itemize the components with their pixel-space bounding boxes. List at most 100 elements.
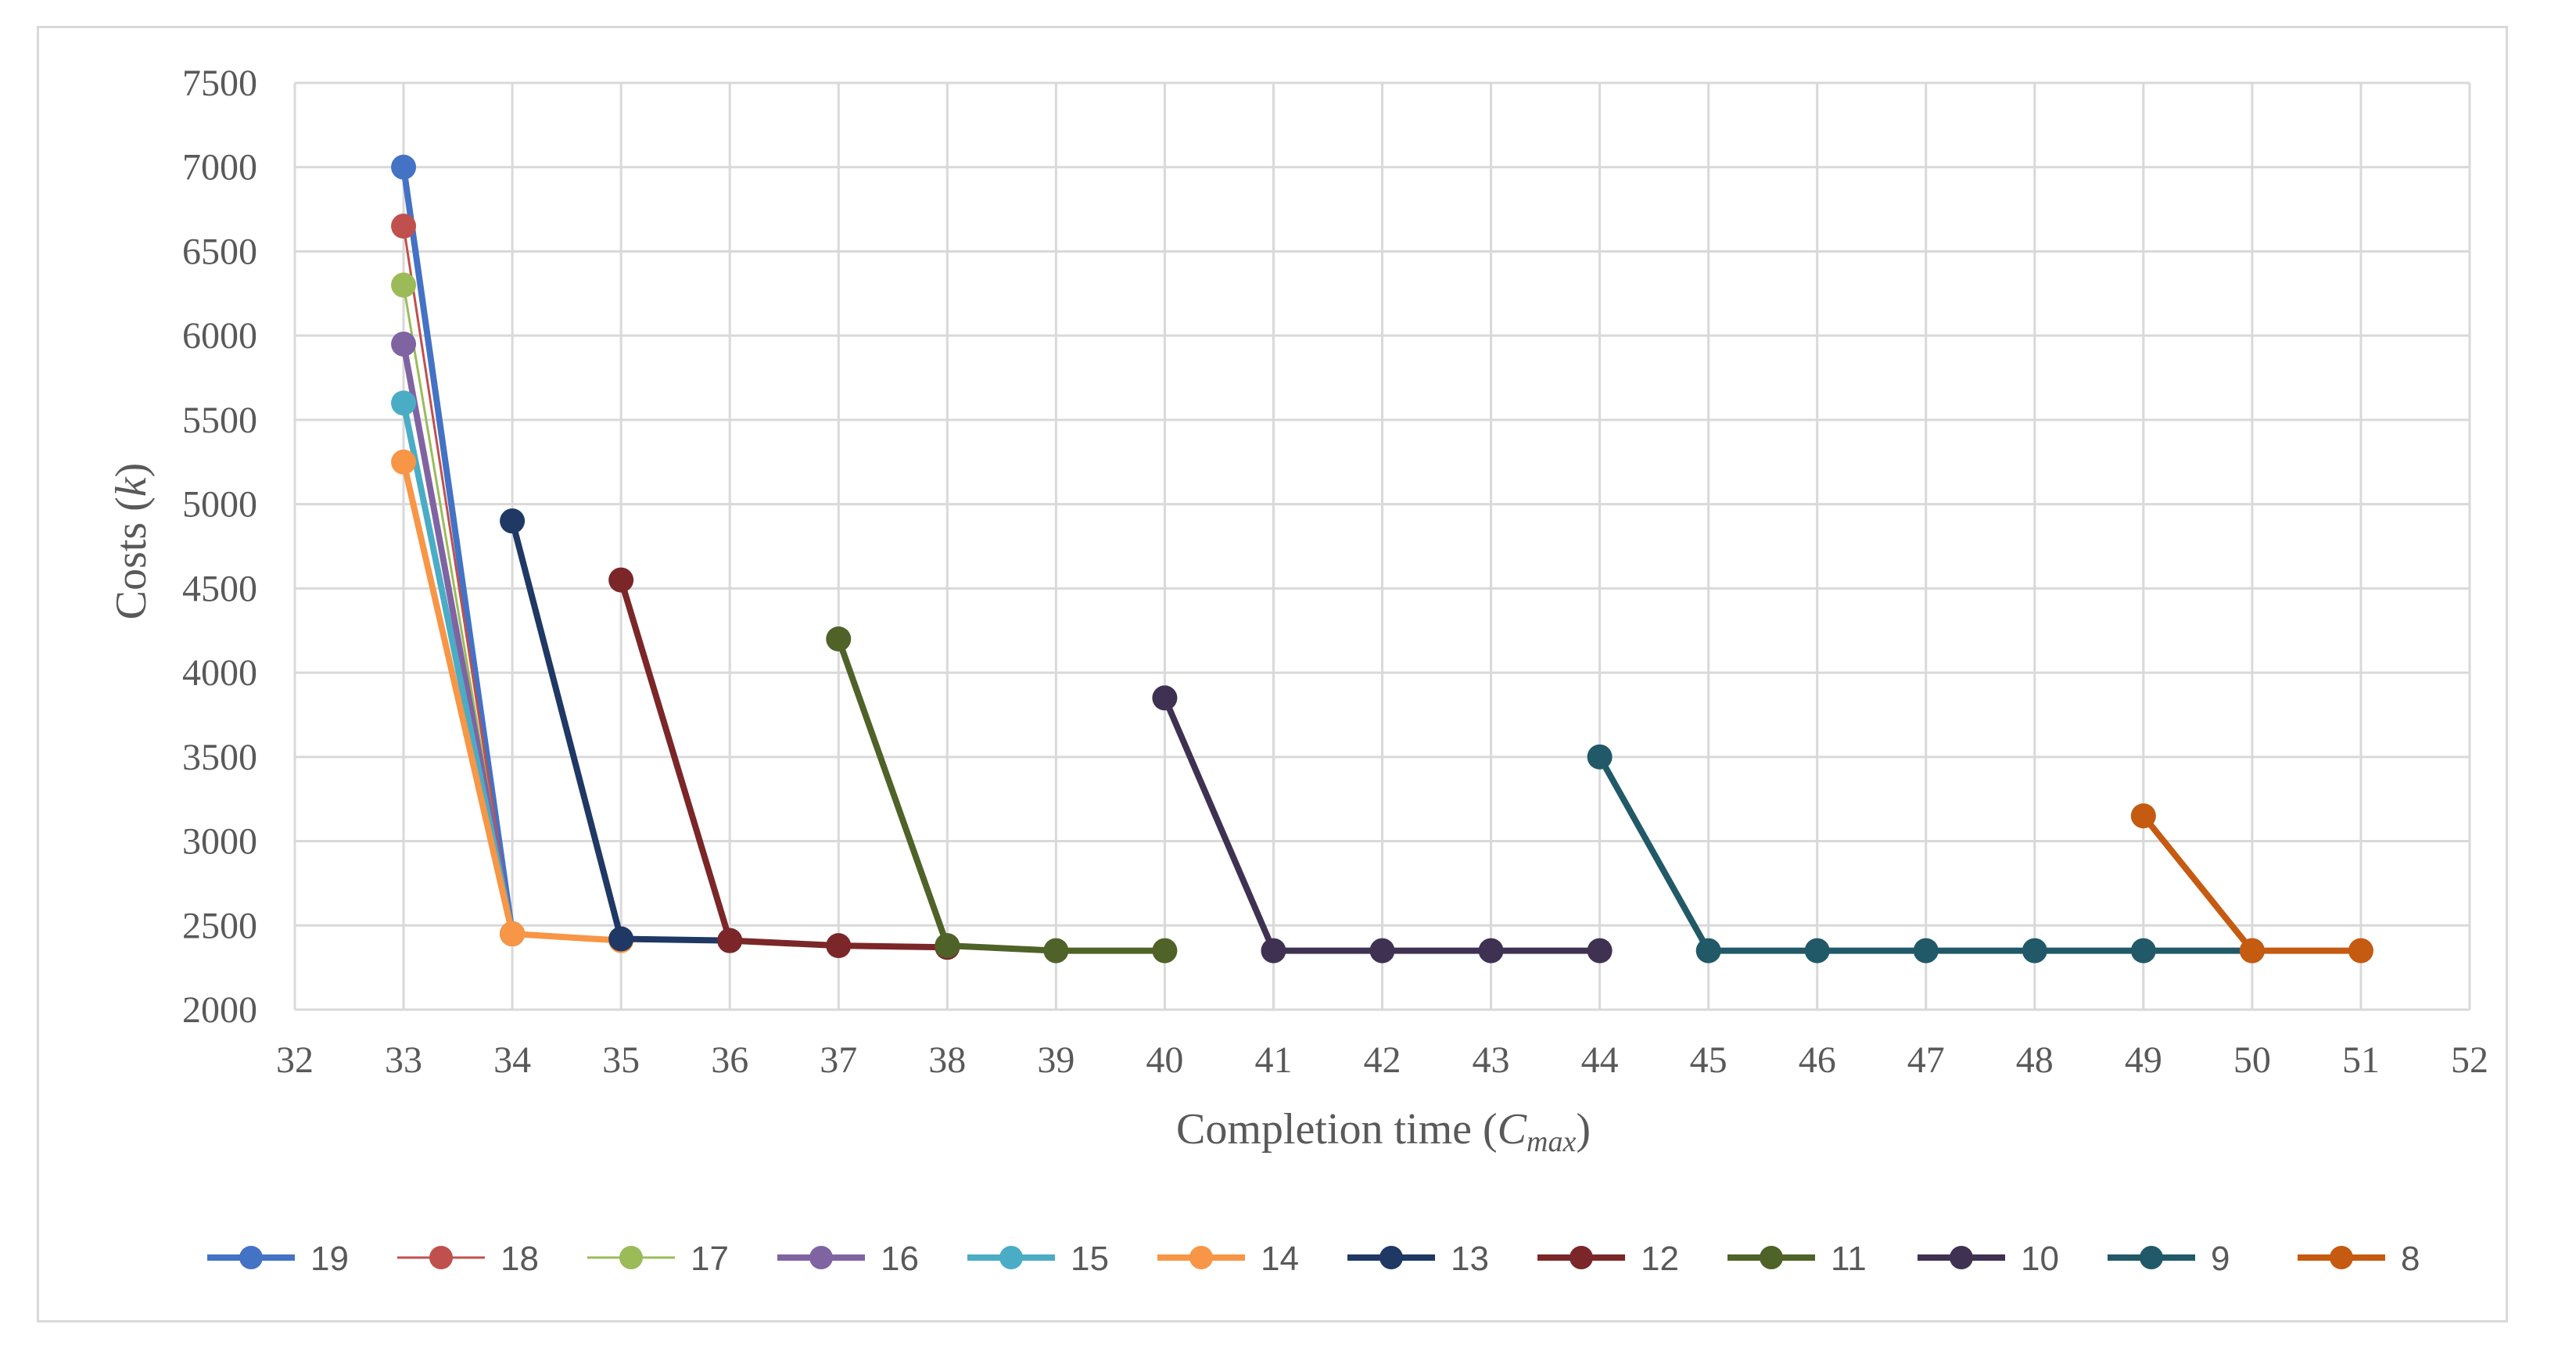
y-axis-title: Costs (k) (107, 463, 156, 620)
series-8 (2130, 803, 2373, 964)
x-tick-label: 40 (1146, 1039, 1183, 1081)
legend-marker (619, 1246, 643, 1269)
legend-label: 18 (500, 1240, 539, 1278)
legend-marker (1379, 1246, 1403, 1269)
data-point (1043, 938, 1069, 964)
series-line (618, 576, 951, 951)
legend-item-9: 9 (2108, 1240, 2230, 1278)
data-point (2239, 938, 2265, 964)
gridlines (293, 81, 2471, 1011)
y-tick-label: 3000 (182, 821, 257, 863)
data-point (717, 928, 743, 953)
data-point (1587, 938, 1613, 964)
series-13 (500, 508, 743, 953)
legend-item-15: 15 (967, 1240, 1109, 1278)
legend-item-11: 11 (1727, 1240, 1867, 1278)
legend-marker (429, 1246, 453, 1269)
series-line (402, 224, 514, 935)
x-tick-label: 44 (1581, 1039, 1619, 1081)
data-point (2130, 803, 2156, 829)
legend-marker (2140, 1246, 2163, 1269)
legend-label: 9 (2211, 1240, 2230, 1278)
legend-marker (239, 1246, 263, 1269)
legend-label: 8 (2401, 1240, 2420, 1278)
x-tick-label: 42 (1364, 1039, 1401, 1081)
data-point (391, 331, 417, 357)
x-tick-label: 50 (2233, 1039, 2271, 1081)
y-tick-label: 6000 (182, 315, 257, 357)
data-point (391, 390, 417, 416)
y-tick-label: 7500 (182, 63, 257, 104)
y-tick-label: 2500 (182, 905, 257, 946)
x-axis-title: Completion time (Cmax) (1176, 1105, 1591, 1158)
data-point (2022, 938, 2047, 964)
data-point (2348, 938, 2373, 964)
data-point (1152, 938, 1178, 964)
x-tick-label: 34 (493, 1039, 531, 1081)
legend-item-18: 18 (397, 1240, 539, 1278)
y-tick-label: 6500 (182, 231, 257, 272)
data-point (500, 921, 526, 947)
legend-item-14: 14 (1157, 1240, 1299, 1278)
legend-item-16: 16 (777, 1240, 919, 1278)
legend-label: 10 (2021, 1240, 2059, 1278)
y-tick-label: 7000 (182, 147, 257, 188)
legend-item-19: 19 (207, 1240, 349, 1278)
data-point (1261, 938, 1286, 964)
x-tick-label: 46 (1799, 1039, 1836, 1081)
data-point (2130, 938, 2156, 964)
legend-label: 11 (1831, 1240, 1867, 1278)
data-point (391, 272, 417, 298)
x-tick-label: 52 (2451, 1039, 2488, 1081)
legend-item-17: 17 (587, 1240, 729, 1278)
x-tick-label: 41 (1254, 1039, 1292, 1081)
series-layer (391, 154, 2373, 964)
legend-label: 12 (1641, 1240, 1679, 1278)
legend-label: 16 (881, 1240, 919, 1278)
x-tick-label: 47 (1907, 1039, 1945, 1081)
legend-marker (999, 1246, 1023, 1269)
series-line (835, 636, 1168, 954)
legend-label: 17 (691, 1240, 729, 1278)
legend-item-12: 12 (1537, 1240, 1679, 1278)
x-tick-label: 33 (385, 1039, 422, 1081)
series-12 (608, 567, 960, 960)
x-tick-label: 37 (820, 1039, 857, 1081)
x-tick-label: 39 (1037, 1039, 1075, 1081)
data-point (1369, 938, 1395, 964)
series-line (400, 163, 516, 938)
legend: 19 18 17 16 15 14 13 12 11 10 9 8 (207, 1240, 2420, 1278)
legend-marker (2330, 1246, 2353, 1269)
legend-item-13: 13 (1347, 1240, 1489, 1278)
x-tick-label: 43 (1473, 1039, 1510, 1081)
data-point (1152, 685, 1178, 711)
y-tick-label: 3500 (182, 737, 257, 778)
x-tick-label: 45 (1690, 1039, 1727, 1081)
data-point (391, 154, 417, 180)
legend-marker (1760, 1246, 1783, 1269)
series-11 (826, 626, 1178, 964)
x-tick-label: 51 (2342, 1039, 2380, 1081)
data-point (826, 933, 852, 959)
data-point (391, 449, 417, 475)
legend-label: 15 (1071, 1240, 1109, 1278)
data-point (608, 567, 634, 593)
data-point (1695, 938, 1721, 964)
data-point (1587, 744, 1613, 770)
data-point (1913, 938, 1939, 964)
legend-item-10: 10 (1918, 1240, 2059, 1278)
x-tick-label: 36 (711, 1039, 748, 1081)
legend-marker (1189, 1246, 1213, 1269)
x-tick-label: 38 (928, 1039, 966, 1081)
data-point (1804, 938, 1830, 964)
legend-label: 14 (1261, 1240, 1299, 1278)
x-tick-labels: 32 33 34 35 36 37 38 39 40 41 42 43 44 45 46 47 48 49 50 51… (276, 1039, 2488, 1081)
y-tick-label: 4500 (182, 568, 257, 609)
data-point (608, 926, 634, 952)
x-tick-label: 49 (2125, 1039, 2162, 1081)
x-tick-label: 35 (602, 1039, 640, 1081)
legend-item-8: 8 (2298, 1240, 2420, 1278)
data-point (500, 508, 526, 534)
data-point (826, 626, 852, 651)
